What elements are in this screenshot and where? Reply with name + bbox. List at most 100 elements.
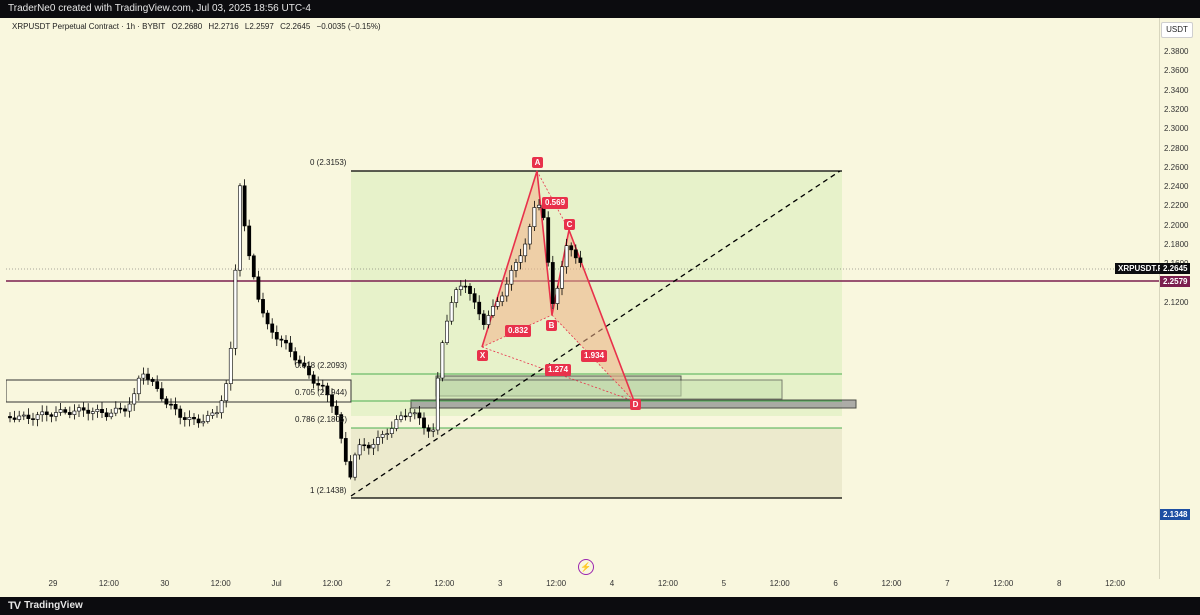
time-tick: 12:00 <box>434 579 455 588</box>
candle-body <box>454 289 459 303</box>
candle-body <box>371 444 376 449</box>
candle-body <box>210 412 215 416</box>
candle-body <box>394 419 399 429</box>
candle-body <box>357 444 362 456</box>
candle-body <box>435 377 440 431</box>
price-tick: 2.3600 <box>1164 66 1189 76</box>
candle-body <box>187 416 192 420</box>
low-value: L2.2597 <box>244 22 274 31</box>
fib-label-786: 0.786 (2.1805) <box>295 415 348 424</box>
candle-body <box>523 243 528 257</box>
candle-body <box>362 444 367 447</box>
candle-body <box>578 257 583 263</box>
fib-zone-upper <box>351 171 842 416</box>
price-tick: 2.3800 <box>1164 47 1189 56</box>
candle-body <box>31 418 35 420</box>
support-box-left[interactable] <box>6 379 352 403</box>
candle-body <box>284 339 288 344</box>
candle-body <box>100 409 104 414</box>
point-b-label[interactable]: B <box>546 320 557 331</box>
candle-body <box>445 320 449 343</box>
candle-body <box>353 454 357 478</box>
candle-body <box>514 262 518 271</box>
time-tick: 12:00 <box>546 579 567 588</box>
candle-body <box>17 415 22 420</box>
candle-body <box>449 302 454 322</box>
point-c-label[interactable]: C <box>564 219 575 230</box>
point-x-label[interactable]: X <box>477 350 488 361</box>
lightning-icon[interactable]: ⚡ <box>578 559 594 575</box>
candle-body <box>302 362 307 367</box>
tradingview-logo[interactable]: TV TradingView <box>8 597 83 615</box>
symbol-title[interactable]: XRPUSDT Perpetual Contract · 1h · BYBIT <box>12 22 166 31</box>
candle-body <box>173 404 178 410</box>
candle-body <box>422 417 426 428</box>
candle-body <box>104 412 109 418</box>
candle-body <box>573 249 578 259</box>
candles-group <box>8 179 583 481</box>
time-tick: 6 <box>833 579 838 588</box>
price-tick: 2.2400 <box>1164 182 1189 192</box>
time-tick: 30 <box>160 579 170 588</box>
candle-body <box>316 383 321 386</box>
trend-line[interactable] <box>350 170 841 497</box>
ratio-label-bd: 1.934 <box>581 350 608 362</box>
currency-button[interactable]: USDT <box>1161 22 1193 38</box>
candle-body <box>477 301 482 315</box>
pattern-xb-ratio-line <box>481 314 553 348</box>
candle-body <box>49 414 54 417</box>
point-d-label[interactable]: D <box>630 399 641 410</box>
candle-body <box>35 414 40 420</box>
candle-body <box>307 365 311 376</box>
candle-body <box>440 342 445 379</box>
change-value: −0.0035 (−0.15%) <box>316 22 381 31</box>
candle-body <box>113 407 118 414</box>
pattern-bcd-fill <box>552 230 634 401</box>
price-tick: 2.2800 <box>1164 143 1189 153</box>
time-tick: 8 <box>1056 579 1062 588</box>
candle-body <box>155 381 160 389</box>
line-price-tag: 2.2579 <box>1160 276 1191 287</box>
candle-body <box>58 409 63 413</box>
candle-body <box>297 359 302 364</box>
tradingview-logo-icon: TV <box>8 600 21 612</box>
high-value: H2.2716 <box>208 22 239 31</box>
price-tick: 2.2200 <box>1164 201 1189 211</box>
candle-body <box>159 388 164 400</box>
candle-body <box>339 414 344 439</box>
candle-body <box>12 417 17 420</box>
symbol-header[interactable]: XRPUSDT Perpetual Contract · 1h · BYBIT … <box>12 22 385 31</box>
candle-body <box>238 185 242 271</box>
point-a-label[interactable]: A <box>532 157 543 168</box>
fib-label-1: 1 (2.1438) <box>310 486 347 495</box>
time-tick: 12:00 <box>993 579 1014 588</box>
candle-body <box>182 417 187 420</box>
candle-body <box>495 301 500 307</box>
time-tick: 12:00 <box>322 579 343 588</box>
candle-body <box>178 408 183 418</box>
candle-body <box>569 245 574 251</box>
time-axis[interactable]: 29 12:00 30 12:00 Jul 12:00 2 12:00 3 12:00 4 12:00… <box>6 579 1160 597</box>
candle-body <box>431 429 436 432</box>
ratio-label-xb: 0.832 <box>505 325 532 337</box>
candle-body <box>233 269 238 349</box>
candle-body <box>247 225 252 257</box>
time-tick: 12:00 <box>210 579 231 588</box>
candle-body <box>560 266 564 289</box>
candle-body <box>136 377 141 395</box>
candle-body <box>146 373 150 380</box>
open-value: O2.2680 <box>171 22 203 31</box>
chart-pane[interactable] <box>6 18 1160 579</box>
demand-box-2[interactable] <box>435 379 783 400</box>
candle-body <box>67 412 72 415</box>
candle-body <box>251 255 256 278</box>
close-value: C2.2645 <box>280 22 311 31</box>
price-axis[interactable]: 2.3800 2.3600 2.3400 2.3200 2.3000 2.2800 2.26… <box>1160 18 1200 579</box>
fib-label-618: 0.618 (2.2093) <box>295 361 348 370</box>
time-tick: 12:00 <box>98 579 119 588</box>
candle-body <box>274 332 279 340</box>
candle-body <box>261 299 265 314</box>
candle-body <box>201 421 206 424</box>
candlestick-chart[interactable] <box>6 18 1159 579</box>
candle-body <box>21 414 26 417</box>
